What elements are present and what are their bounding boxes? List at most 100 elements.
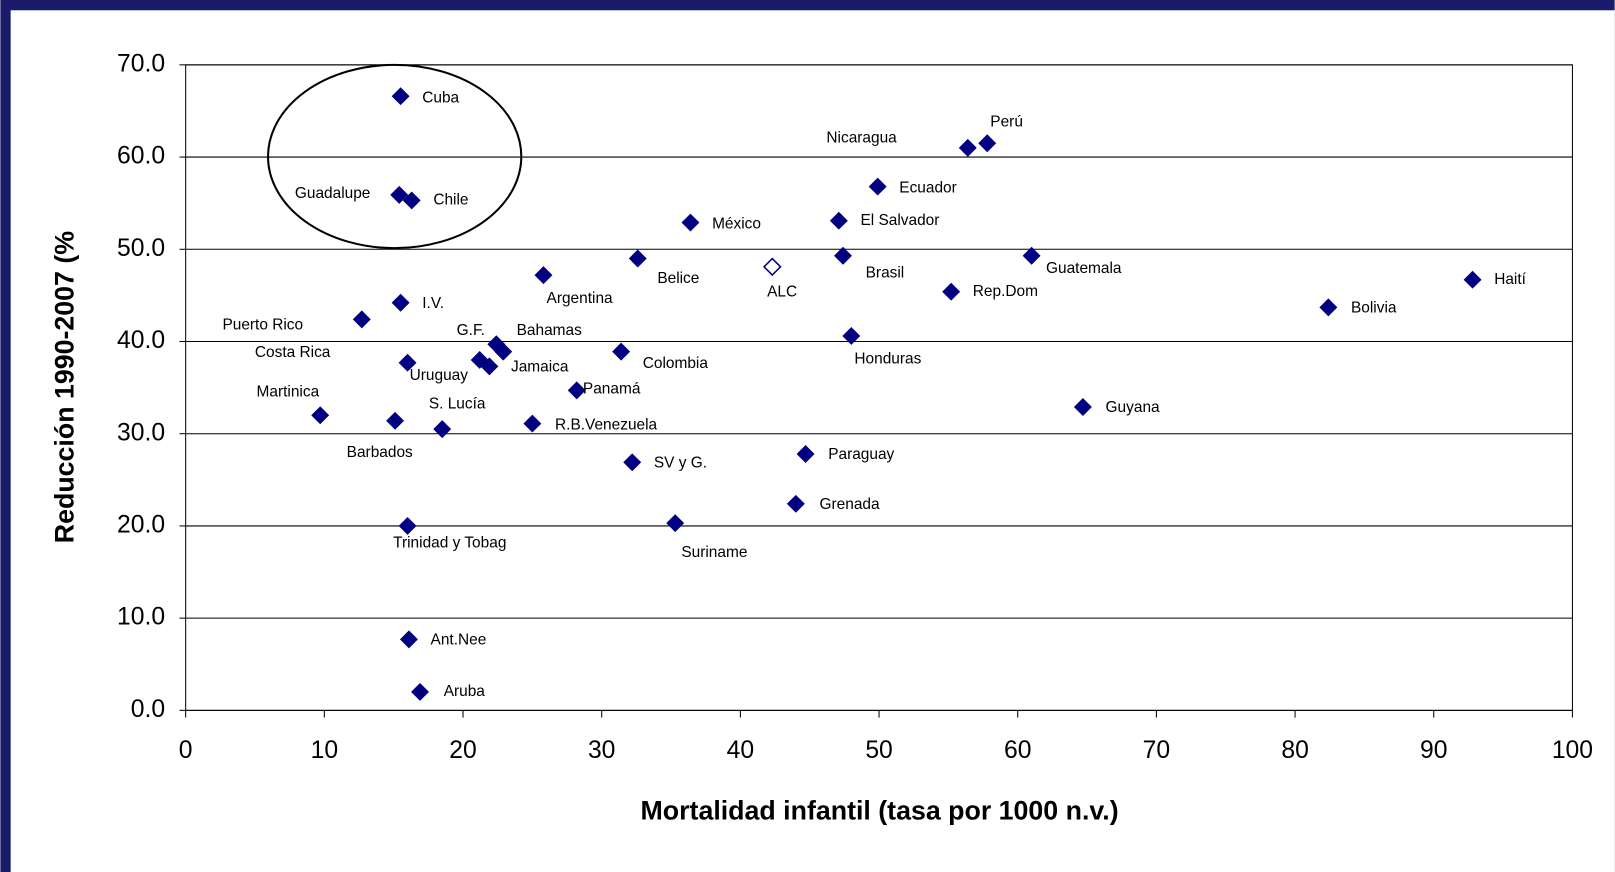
point — [391, 87, 410, 106]
x-tick-label: 10 — [311, 737, 338, 764]
point-label: Bahamas — [517, 322, 582, 339]
point-label: Paraguay — [828, 446, 894, 463]
point — [411, 682, 429, 701]
point — [958, 138, 977, 157]
point — [1463, 270, 1482, 289]
y-tick-label: 60.0 — [117, 143, 165, 170]
point — [612, 342, 631, 361]
point — [978, 134, 997, 153]
point — [523, 414, 542, 433]
point — [1319, 298, 1338, 317]
x-tick-label: 20 — [449, 737, 476, 764]
point-label: Chile — [433, 191, 468, 208]
point — [666, 514, 685, 533]
point-label: Guyana — [1106, 399, 1160, 416]
point — [386, 411, 405, 430]
point — [567, 381, 586, 400]
point — [399, 630, 418, 649]
x-tick-label: 80 — [1281, 737, 1308, 764]
point — [311, 406, 330, 425]
point — [391, 293, 410, 312]
point-label: Costa Rica — [255, 344, 331, 361]
point — [786, 494, 805, 513]
point — [628, 249, 647, 268]
point-label: Puerto Rico — [222, 317, 303, 334]
point — [834, 246, 852, 265]
point-label: SV y G. — [654, 454, 707, 471]
x-axis-title: Mortalidad infantil (tasa por 1000 n.v.) — [641, 795, 1119, 825]
point-label: Jamaica — [511, 359, 569, 376]
point — [829, 211, 848, 230]
y-tick-label: 30.0 — [117, 419, 165, 446]
point — [681, 213, 700, 232]
point-label: Trinidad y Tobag — [393, 535, 506, 552]
point-label: Bolivia — [1351, 299, 1397, 316]
point-label: Guadalupe — [295, 185, 371, 202]
point — [942, 282, 961, 301]
point-label: S. Lucía — [429, 395, 486, 412]
point-label: Panamá — [583, 380, 641, 397]
point-label: Martinica — [257, 384, 320, 401]
x-tick-label: 60 — [1004, 737, 1031, 764]
point — [433, 420, 452, 439]
point-label: Ant.Nee — [431, 631, 487, 648]
point-label: El Salvador — [860, 212, 939, 229]
point-label: Colombia — [643, 355, 709, 372]
y-tick-label: 20.0 — [117, 511, 165, 538]
y-tick-label: 0.0 — [131, 696, 165, 723]
point-label: Barbados — [347, 444, 413, 461]
x-tick-label: 50 — [865, 737, 892, 764]
point — [402, 191, 421, 210]
point — [390, 185, 409, 204]
point — [470, 350, 489, 369]
x-tick-label: 30 — [588, 737, 615, 764]
point-label: Ecuador — [899, 180, 957, 197]
y-tick-label: 70.0 — [117, 50, 165, 77]
point-label: Guatemala — [1046, 260, 1122, 277]
point — [352, 310, 371, 329]
point — [1073, 398, 1092, 416]
x-tick-label: 70 — [1143, 737, 1170, 764]
y-tick-label: 40.0 — [117, 327, 165, 354]
point-label: Grenada — [820, 496, 880, 513]
point-label: Uruguay — [410, 367, 469, 384]
point-label: Rep.Dom — [973, 283, 1038, 300]
point — [623, 453, 642, 472]
point-label: R.B.Venezuela — [555, 417, 658, 434]
point — [842, 327, 861, 345]
point-label: Cuba — [422, 89, 459, 106]
x-tick-label: 0 — [179, 737, 193, 764]
point-label: Belice — [657, 270, 699, 287]
point — [868, 177, 887, 196]
y-tick-label: 50.0 — [117, 235, 165, 262]
point — [480, 357, 499, 376]
point — [796, 445, 815, 463]
point-label: G.F. — [457, 322, 485, 339]
point-label: ALC — [767, 284, 797, 301]
point-label: Honduras — [854, 351, 921, 368]
x-tick-label: 40 — [727, 737, 754, 764]
point-label: Perú — [990, 114, 1023, 131]
point — [1022, 246, 1041, 265]
point-label: Suriname — [681, 544, 747, 561]
point — [534, 266, 553, 285]
point-label: Aruba — [444, 683, 486, 700]
background — [10, 10, 1615, 872]
point-label: Nicaragua — [826, 130, 897, 147]
x-tick-label: 100 — [1552, 737, 1593, 764]
x-tick-label: 90 — [1420, 737, 1447, 764]
point — [494, 342, 513, 361]
point-label: Brasil — [866, 264, 905, 281]
y-axis-title: Reducción 1990-2007 (% — [49, 231, 79, 543]
point-label: Haití — [1494, 271, 1526, 288]
point — [398, 516, 417, 535]
point-label: I.V. — [422, 295, 444, 312]
point-label: México — [712, 216, 761, 233]
point-label: Argentina — [547, 290, 613, 307]
y-tick-label: 10.0 — [117, 604, 165, 631]
point — [762, 257, 782, 277]
point — [398, 353, 417, 372]
plot-border — [185, 64, 1573, 711]
